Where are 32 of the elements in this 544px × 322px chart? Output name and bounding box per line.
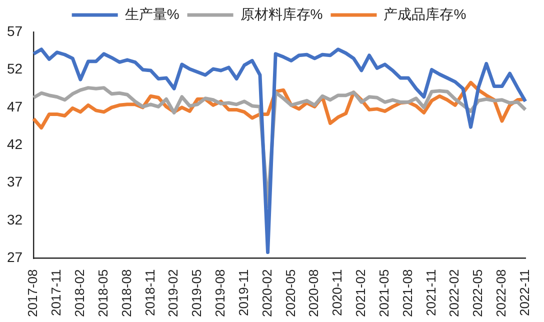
x-tick-label: 2022-08 xyxy=(494,269,509,318)
x-tick-label: 2018-08 xyxy=(118,269,134,318)
x-tick-label: 2017-08 xyxy=(25,269,40,318)
x-tick-label: 2017-11 xyxy=(48,269,64,316)
y-tick-label: 52 xyxy=(6,60,23,77)
x-tick-label: 2022-05 xyxy=(470,269,486,318)
x-tick-label: 2019-02 xyxy=(166,269,181,318)
legend-label: 产成品库存% xyxy=(384,6,466,22)
y-tick-label: 27 xyxy=(6,249,23,266)
y-tick-label: 57 xyxy=(6,22,23,39)
y-tick-label: 47 xyxy=(6,98,23,114)
x-tick-label: 2020-02 xyxy=(259,269,274,318)
legend-label: 原材料库存% xyxy=(240,6,323,22)
x-tick-label: 2020-05 xyxy=(282,269,298,318)
x-tick-label: 2019-11 xyxy=(236,269,251,316)
x-tick-label: 2022-02 xyxy=(446,269,462,318)
x-tick-label: 2021-05 xyxy=(376,269,392,318)
y-tick-label: 32 xyxy=(6,211,23,228)
y-tick-label: 42 xyxy=(6,136,23,152)
x-tick-label: 2018-05 xyxy=(95,269,110,318)
y-tick-label: 37 xyxy=(6,174,23,190)
x-tick-label: 2018-02 xyxy=(72,269,87,318)
x-tick-label: 2022-11 xyxy=(516,269,532,316)
x-tick-label: 2020-08 xyxy=(306,269,322,318)
x-tick-label: 2020-11 xyxy=(330,269,345,316)
x-tick-label: 2018-11 xyxy=(142,269,158,316)
x-tick-label: 2019-05 xyxy=(189,269,204,318)
x-tick-label: 2019-08 xyxy=(212,269,228,318)
x-tick-label: 2021-08 xyxy=(400,269,415,318)
x-tick-label: 2021-11 xyxy=(423,269,438,316)
x-tick-label: 2021-02 xyxy=(353,269,368,318)
legend-label: 生产量% xyxy=(124,6,180,22)
